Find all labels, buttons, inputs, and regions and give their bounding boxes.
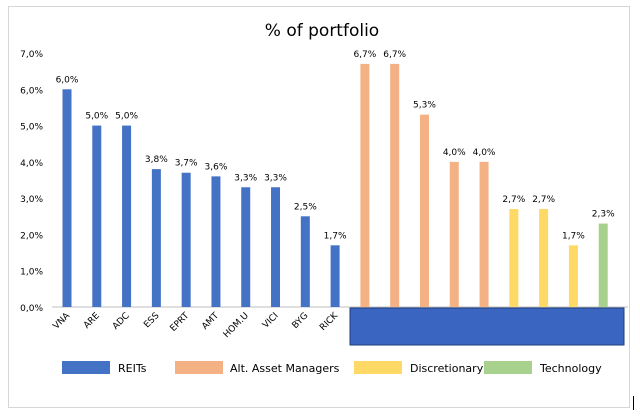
bar [449, 161, 459, 307]
legend: REITs Alt. Asset Managers Discretionary Tec… [62, 361, 602, 375]
data-labels-group: 6,0% 5,0% 5,0% 3,8% 3,7% 3,6% 3,3% 3,3% 2,5% 1,7%… [56, 50, 616, 241]
bars-group [62, 63, 608, 308]
data-label: 6,7% [383, 50, 406, 60]
x-tick-label: EPRT [168, 311, 191, 334]
bar [479, 161, 489, 307]
x-tick-label: ADC [111, 311, 132, 332]
bar [419, 114, 429, 307]
data-label: 5,0% [115, 112, 138, 122]
data-label: 3,7% [175, 159, 198, 169]
x-tick-label: RICK [318, 310, 341, 333]
legend-label: Discretionary [410, 362, 484, 375]
data-label: 1,7% [562, 231, 585, 241]
bar [360, 63, 370, 308]
x-tick-label: AMT [200, 311, 221, 332]
data-label: 1,7% [324, 231, 347, 241]
legend-label: REITs [118, 362, 147, 375]
x-tick-label: ESS [142, 311, 161, 330]
data-label: 5,3% [413, 101, 436, 111]
data-label: 6,7% [353, 50, 376, 60]
category-cover-rectangle [349, 307, 625, 346]
y-tick-label: 1,0% [20, 268, 43, 278]
data-label: 2,7% [532, 195, 555, 205]
y-tick-label: 4,0% [20, 159, 43, 169]
bar [300, 216, 310, 307]
bar [598, 223, 608, 307]
overlay-group [349, 307, 625, 346]
x-tick-label: VNA [52, 310, 73, 331]
y-tick-label: 5,0% [20, 123, 43, 133]
data-label: 5,0% [85, 112, 108, 122]
x-tick-label: BYG [291, 311, 311, 331]
bar [92, 125, 102, 307]
y-tick-label: 7,0% [20, 50, 43, 60]
bar [390, 63, 400, 308]
x-tick-label: VICI [261, 311, 281, 331]
y-tick-label: 2,0% [20, 231, 43, 241]
bar [181, 172, 191, 307]
data-label: 3,8% [145, 155, 168, 165]
data-label: 4,0% [473, 148, 496, 158]
bar [271, 187, 281, 307]
bar [330, 245, 340, 307]
data-label: 2,5% [294, 202, 317, 212]
y-axis: 0,0% 1,0% 2,0% 3,0% 4,0% 5,0% 6,0% 7,0% [20, 50, 628, 314]
data-label: 3,3% [264, 173, 287, 183]
bar [122, 125, 132, 307]
y-tick-label: 6,0% [20, 86, 43, 96]
legend-label: Alt. Asset Managers [230, 362, 340, 375]
bar [568, 245, 578, 307]
legend-swatch [175, 361, 223, 374]
bar [509, 209, 519, 307]
bar [539, 209, 549, 307]
data-label: 3,3% [234, 173, 257, 183]
data-label: 3,6% [205, 162, 228, 172]
y-tick-label: 0,0% [20, 304, 43, 314]
legend-swatch [62, 361, 110, 374]
bar [62, 89, 72, 308]
bar [151, 169, 161, 307]
legend-swatch [484, 361, 532, 374]
text-cursor [633, 396, 634, 410]
y-tick-label: 3,0% [20, 195, 43, 205]
x-tick-label: ARE [82, 311, 102, 331]
x-tick-label: HOM.U [222, 311, 251, 340]
data-label: 2,7% [502, 195, 525, 205]
legend-swatch [354, 361, 402, 374]
chart-title: % of portfolio [265, 21, 379, 41]
legend-label: Technology [539, 362, 602, 375]
bar [241, 187, 251, 307]
data-label: 2,3% [592, 210, 615, 220]
data-label: 6,0% [56, 75, 79, 85]
bar [211, 176, 221, 307]
x-tick-labels-group: VNA ARE ADC ESS EPRT AMT HOM.U VICI BYG RICK [52, 310, 341, 340]
data-label: 4,0% [443, 148, 466, 158]
